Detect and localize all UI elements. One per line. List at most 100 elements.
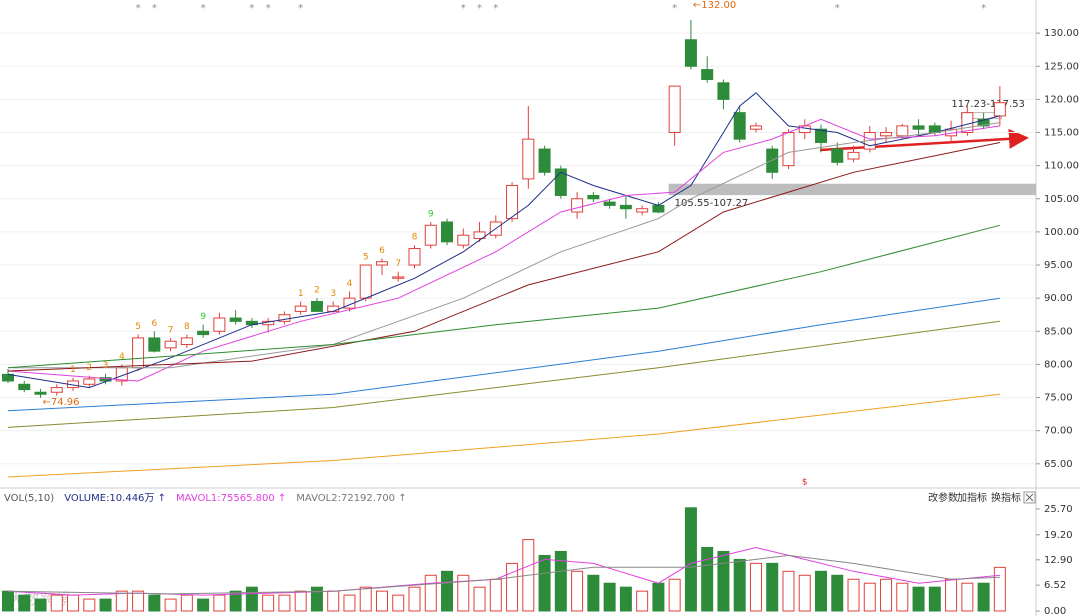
legend-entry: VOL(5,10) <box>4 493 54 504</box>
y-tick-label: 65.00 <box>1044 459 1073 470</box>
td-label: 9 <box>428 209 434 219</box>
volume-bar <box>473 586 486 612</box>
y-tick-label: 70.00 <box>1044 426 1073 437</box>
candle-body <box>359 264 372 299</box>
candle-body <box>132 337 145 369</box>
volume-bar <box>115 590 128 612</box>
ma-line <box>7 118 1000 382</box>
td-label: 2 <box>86 363 92 373</box>
volume-bar <box>977 582 990 612</box>
candle-body <box>684 39 697 67</box>
candle-body <box>83 378 96 385</box>
top-marker: * <box>493 3 498 14</box>
volume-bar <box>896 582 909 612</box>
y-tick-label: 6.52 <box>1044 580 1066 591</box>
candle-body <box>912 125 925 130</box>
candle-body <box>213 317 226 332</box>
volume-bar <box>652 582 665 612</box>
ma-line <box>7 92 1001 389</box>
zone-label: 105.55-107.27 <box>675 198 749 209</box>
y-tick-label: 125.00 <box>1044 61 1079 72</box>
td-label: 9 <box>200 312 206 322</box>
price-zone <box>668 183 1036 196</box>
volume-bar <box>148 594 161 612</box>
volume-bar <box>392 594 405 612</box>
candle-body <box>327 305 340 312</box>
volume-bar <box>457 574 470 612</box>
volume-bar <box>798 574 811 612</box>
candle-body <box>457 234 470 246</box>
td-label: 8 <box>184 322 190 332</box>
volume-bar <box>197 598 210 612</box>
y-tick-label: 95.00 <box>1044 260 1073 271</box>
volume-bar <box>993 566 1006 612</box>
volume-bar <box>132 590 145 612</box>
toolbar-button[interactable]: 加指标 <box>957 491 987 504</box>
volume-bar <box>67 594 80 612</box>
top-marker: * <box>201 3 206 14</box>
candle-body <box>375 261 388 266</box>
y-tick-label: 85.00 <box>1044 326 1073 337</box>
volume-bar <box>928 586 941 612</box>
y-tick-label: 105.00 <box>1044 194 1079 205</box>
candle-body <box>294 305 307 312</box>
td-label: 3 <box>330 289 336 299</box>
close-button[interactable] <box>1023 491 1036 504</box>
candle-body <box>896 125 909 137</box>
volume-bar <box>782 570 795 612</box>
volume-bar <box>180 594 193 612</box>
volume-bar <box>164 598 177 612</box>
candle-body <box>148 337 161 352</box>
volume-bar <box>213 594 226 612</box>
candle-body <box>831 148 844 163</box>
td-label: 6 <box>151 319 157 329</box>
volume-bar <box>863 582 876 612</box>
volume-bar <box>619 586 632 612</box>
candle-body <box>424 224 437 246</box>
candle-body <box>652 204 665 213</box>
volume-bar <box>99 598 112 612</box>
zone-label: 117.23-117.53 <box>951 99 1025 110</box>
candle-body <box>18 383 31 391</box>
legend-entry: VOLUME:10.446万 ↑ <box>64 493 166 504</box>
candle-body <box>392 276 405 279</box>
price-annotation: ←132.00 <box>693 0 736 11</box>
volume-bar <box>603 582 616 612</box>
y-tick-label: 120.00 <box>1044 94 1079 105</box>
y-tick-label: 100.00 <box>1044 227 1079 238</box>
y-tick-label: 0.00 <box>1044 606 1066 616</box>
candle-body <box>782 132 795 167</box>
bottom-marker: $ <box>802 478 808 488</box>
top-marker: * <box>461 3 466 14</box>
volume-bar <box>538 554 551 612</box>
candle-body <box>34 391 47 395</box>
candle-body <box>506 185 519 220</box>
volume-bar <box>701 546 714 612</box>
y-tick-label: 115.00 <box>1044 128 1079 139</box>
volume-bar <box>229 590 242 612</box>
volume-bar <box>668 578 681 612</box>
volume-bar <box>2 590 14 612</box>
candle-body <box>880 132 893 137</box>
volume-bar <box>34 598 47 612</box>
volume-bar <box>50 594 63 612</box>
candle-body <box>50 387 63 393</box>
volume-bar <box>636 590 649 612</box>
volume-bar <box>571 570 584 612</box>
toolbar-button[interactable]: 换指标 <box>991 491 1021 504</box>
volume-bar <box>684 507 697 612</box>
volume-bar <box>815 570 827 612</box>
volume-bar <box>245 586 258 612</box>
candle-body <box>310 300 323 312</box>
y-tick-label: 110.00 <box>1044 161 1079 172</box>
volume-bar <box>262 594 275 612</box>
td-label: 3 <box>103 361 109 371</box>
candle-body <box>587 194 600 200</box>
toolbar-button[interactable]: 改参数 <box>928 491 958 504</box>
candle-body <box>733 112 746 140</box>
legend-entry: MAVOL2:72192.700 ↑ <box>296 493 406 504</box>
td-label: 8 <box>412 233 418 243</box>
ma-line <box>7 393 1000 478</box>
ma-line <box>7 554 1000 595</box>
